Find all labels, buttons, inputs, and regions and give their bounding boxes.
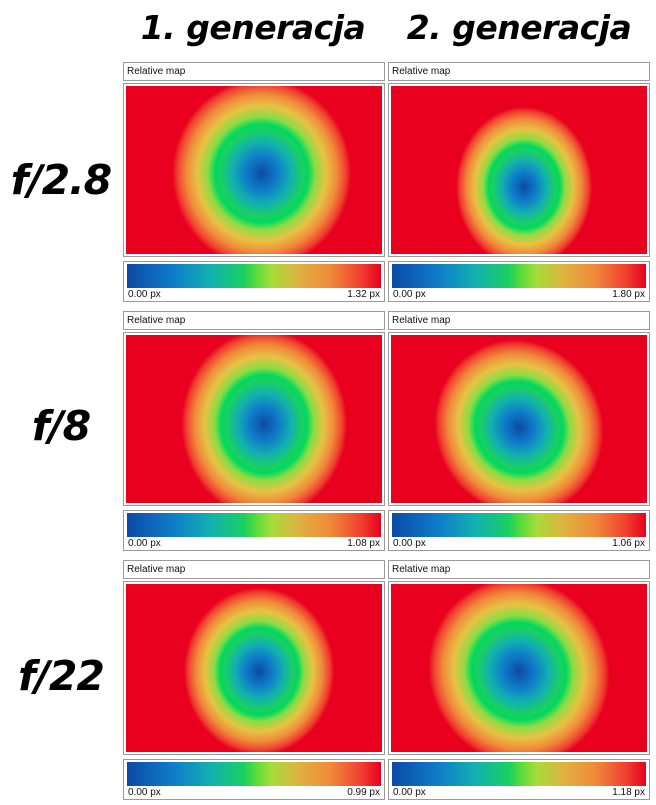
map-title: Relative map [388,560,650,579]
scale-min-label: 0.00 px [393,289,426,300]
map-frame [123,83,385,257]
scale-max-label: 1.06 px [612,538,645,549]
map-title: Relative map [123,560,385,579]
heatmap-panel: Relative map 0.00 px 0.99 px [123,560,385,800]
map-frame [123,581,385,755]
color-scale: 0.00 px 1.32 px [123,261,385,302]
map-title: Relative map [388,62,650,81]
row-label-f22: f/22 [18,652,105,700]
heatmap-field [126,584,382,752]
column-header-gen2: 2. generacja [406,8,632,47]
color-scale-bar [392,513,646,537]
map-frame [388,83,650,257]
color-scale: 0.00 px 0.99 px [123,759,385,800]
row-label-f8: f/8 [31,402,91,450]
map-frame [388,581,650,755]
color-scale: 0.00 px 1.06 px [388,510,650,551]
color-scale-bar [392,264,646,288]
heatmap-panel: Relative map 0.00 px 1.06 px [388,311,650,551]
scale-max-label: 1.08 px [347,538,380,549]
relative-map [391,584,647,752]
scale-max-label: 1.32 px [347,289,380,300]
color-scale: 0.00 px 1.08 px [123,510,385,551]
scale-max-label: 1.80 px [612,289,645,300]
color-scale-bar [127,762,381,786]
scale-min-label: 0.00 px [128,538,161,549]
map-title: Relative map [388,311,650,330]
color-scale: 0.00 px 1.18 px [388,759,650,800]
scale-min-label: 0.00 px [128,289,161,300]
relative-map [391,335,647,503]
heatmap-panel: Relative map 0.00 px 1.08 px [123,311,385,551]
heatmap-panel: Relative map 0.00 px 1.80 px [388,62,650,302]
relative-map [126,335,382,503]
row-label-f2-8: f/2.8 [10,156,112,204]
heatmap-field [391,86,647,254]
scale-min-label: 0.00 px [128,787,161,798]
map-frame [123,332,385,506]
scale-min-label: 0.00 px [393,787,426,798]
heatmap-field [391,335,647,503]
heatmap-field [126,86,382,254]
heatmap-field [126,335,382,503]
map-title: Relative map [123,311,385,330]
relative-map [391,86,647,254]
scale-max-label: 0.99 px [347,787,380,798]
relative-map [126,584,382,752]
map-frame [388,332,650,506]
color-scale: 0.00 px 1.80 px [388,261,650,302]
scale-max-label: 1.18 px [612,787,645,798]
heatmap-panel: Relative map 0.00 px 1.32 px [123,62,385,302]
color-scale-bar [127,513,381,537]
relative-map [126,86,382,254]
column-header-gen1: 1. generacja [140,8,366,47]
color-scale-bar [392,762,646,786]
heatmap-field [391,584,647,752]
color-scale-bar [127,264,381,288]
scale-min-label: 0.00 px [393,538,426,549]
map-title: Relative map [123,62,385,81]
heatmap-panel: Relative map 0.00 px 1.18 px [388,560,650,800]
